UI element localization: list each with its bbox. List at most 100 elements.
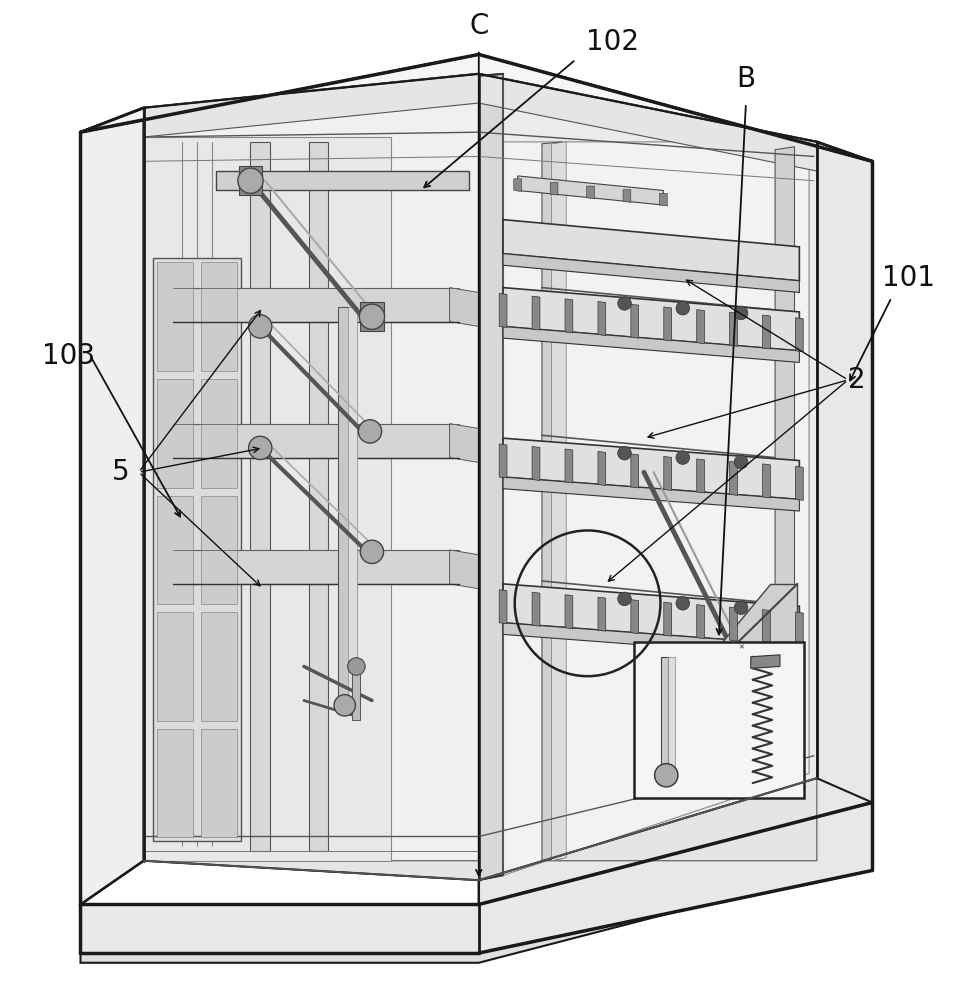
Polygon shape [361,302,384,331]
Polygon shape [479,74,503,880]
Polygon shape [144,778,817,880]
Circle shape [617,592,631,606]
Circle shape [735,306,747,320]
Polygon shape [532,592,540,626]
Circle shape [655,764,678,787]
Polygon shape [201,729,236,837]
Circle shape [735,455,747,469]
Text: B: B [737,65,755,93]
Polygon shape [668,657,675,783]
Polygon shape [763,315,770,349]
Polygon shape [499,444,507,478]
Polygon shape [634,642,804,798]
Polygon shape [503,584,799,645]
Polygon shape [598,597,606,631]
Polygon shape [479,74,817,880]
Polygon shape [697,459,704,493]
Polygon shape [514,179,522,191]
Polygon shape [697,310,704,344]
Polygon shape [649,584,797,730]
Polygon shape [201,612,236,721]
Polygon shape [795,466,803,500]
Polygon shape [663,602,671,636]
Polygon shape [499,293,507,327]
Polygon shape [763,464,770,498]
Text: 5: 5 [111,458,129,486]
Text: ✕: ✕ [739,644,744,650]
Polygon shape [157,379,193,488]
Polygon shape [598,451,606,485]
Polygon shape [730,607,738,641]
Polygon shape [795,612,803,646]
Polygon shape [631,454,639,488]
Polygon shape [173,550,459,584]
Polygon shape [532,296,540,330]
Polygon shape [795,318,803,352]
Polygon shape [309,142,328,851]
Polygon shape [201,379,236,488]
Polygon shape [750,655,780,668]
Polygon shape [173,424,459,458]
Polygon shape [503,142,809,875]
Polygon shape [631,600,639,634]
Circle shape [617,297,631,310]
Polygon shape [338,307,353,705]
Polygon shape [503,288,799,351]
Polygon shape [353,666,361,720]
Circle shape [359,420,382,443]
Circle shape [248,436,272,460]
Polygon shape [503,623,799,657]
Polygon shape [201,262,236,371]
Polygon shape [144,74,479,880]
Text: 2: 2 [848,366,866,394]
Polygon shape [157,612,193,721]
Polygon shape [479,54,872,904]
Polygon shape [730,312,738,346]
Polygon shape [550,182,558,195]
Polygon shape [499,590,507,624]
Polygon shape [623,190,631,202]
Polygon shape [503,438,799,499]
Polygon shape [144,137,392,861]
Polygon shape [173,288,459,322]
Circle shape [361,540,384,564]
Polygon shape [775,147,794,768]
Polygon shape [503,254,799,292]
Circle shape [248,315,272,338]
Text: 101: 101 [882,264,935,292]
Polygon shape [542,142,562,861]
Polygon shape [250,142,270,851]
Circle shape [676,451,690,464]
Polygon shape [80,108,144,904]
Polygon shape [449,288,479,326]
Polygon shape [586,186,594,199]
Polygon shape [238,166,262,195]
Polygon shape [598,302,606,336]
Polygon shape [80,802,872,953]
Text: C: C [469,12,488,40]
Circle shape [237,168,263,193]
Polygon shape [697,605,704,639]
Polygon shape [565,449,573,483]
Circle shape [617,446,631,460]
Polygon shape [763,610,770,644]
Polygon shape [348,307,358,705]
Circle shape [348,658,365,675]
Polygon shape [661,657,668,783]
Polygon shape [80,802,872,963]
Circle shape [676,596,690,610]
Polygon shape [217,171,469,190]
Polygon shape [144,74,817,171]
Polygon shape [157,729,193,837]
Polygon shape [532,446,540,480]
Polygon shape [201,496,236,604]
Polygon shape [663,307,671,341]
Polygon shape [449,550,479,589]
Text: 102: 102 [585,28,639,56]
Circle shape [735,601,747,614]
Circle shape [360,304,385,329]
Polygon shape [157,262,193,371]
Polygon shape [659,193,667,206]
Polygon shape [565,299,573,333]
Polygon shape [503,326,799,362]
